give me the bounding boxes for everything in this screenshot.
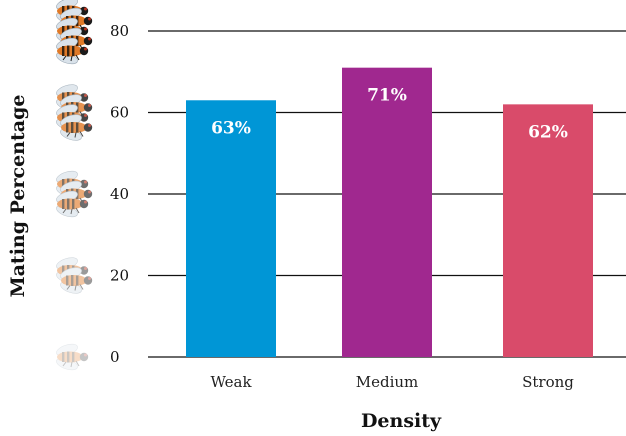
y-tick-label-40: 40 bbox=[110, 185, 129, 203]
fly-icon-stack-0 bbox=[54, 341, 89, 373]
fly-icon-stack-60 bbox=[54, 81, 93, 144]
fly-icon-stack-40 bbox=[54, 168, 93, 220]
y-tick-labels: 0 20 40 60 80 bbox=[110, 22, 129, 366]
fly-icon-scale bbox=[54, 0, 93, 373]
bar-weak bbox=[186, 100, 276, 358]
x-tick-labels: Weak Medium Strong bbox=[210, 373, 574, 391]
x-tick-label-medium: Medium bbox=[356, 373, 419, 391]
y-tick-label-20: 20 bbox=[110, 267, 129, 285]
y-axis-title: Mating Percentage bbox=[7, 95, 29, 298]
fly-icon-stack-20 bbox=[54, 254, 93, 297]
x-tick-label-weak: Weak bbox=[210, 373, 252, 391]
fly-icon bbox=[54, 341, 89, 373]
x-axis-title: Density bbox=[361, 410, 442, 432]
y-tick-label-0: 0 bbox=[110, 348, 120, 366]
bar-medium bbox=[342, 67, 432, 358]
bar-value-label-medium: 71% bbox=[367, 86, 407, 106]
fly-icon-stack-80 bbox=[54, 0, 93, 67]
y-tick-label-80: 80 bbox=[110, 22, 129, 40]
x-tick-label-strong: Strong bbox=[522, 373, 574, 391]
bar-value-label-weak: 63% bbox=[211, 118, 251, 138]
bars: 63% 71% 62% bbox=[186, 67, 593, 358]
bar-value-label-strong: 62% bbox=[528, 122, 568, 142]
y-tick-label-60: 60 bbox=[110, 104, 129, 122]
bar-strong bbox=[503, 104, 593, 357]
